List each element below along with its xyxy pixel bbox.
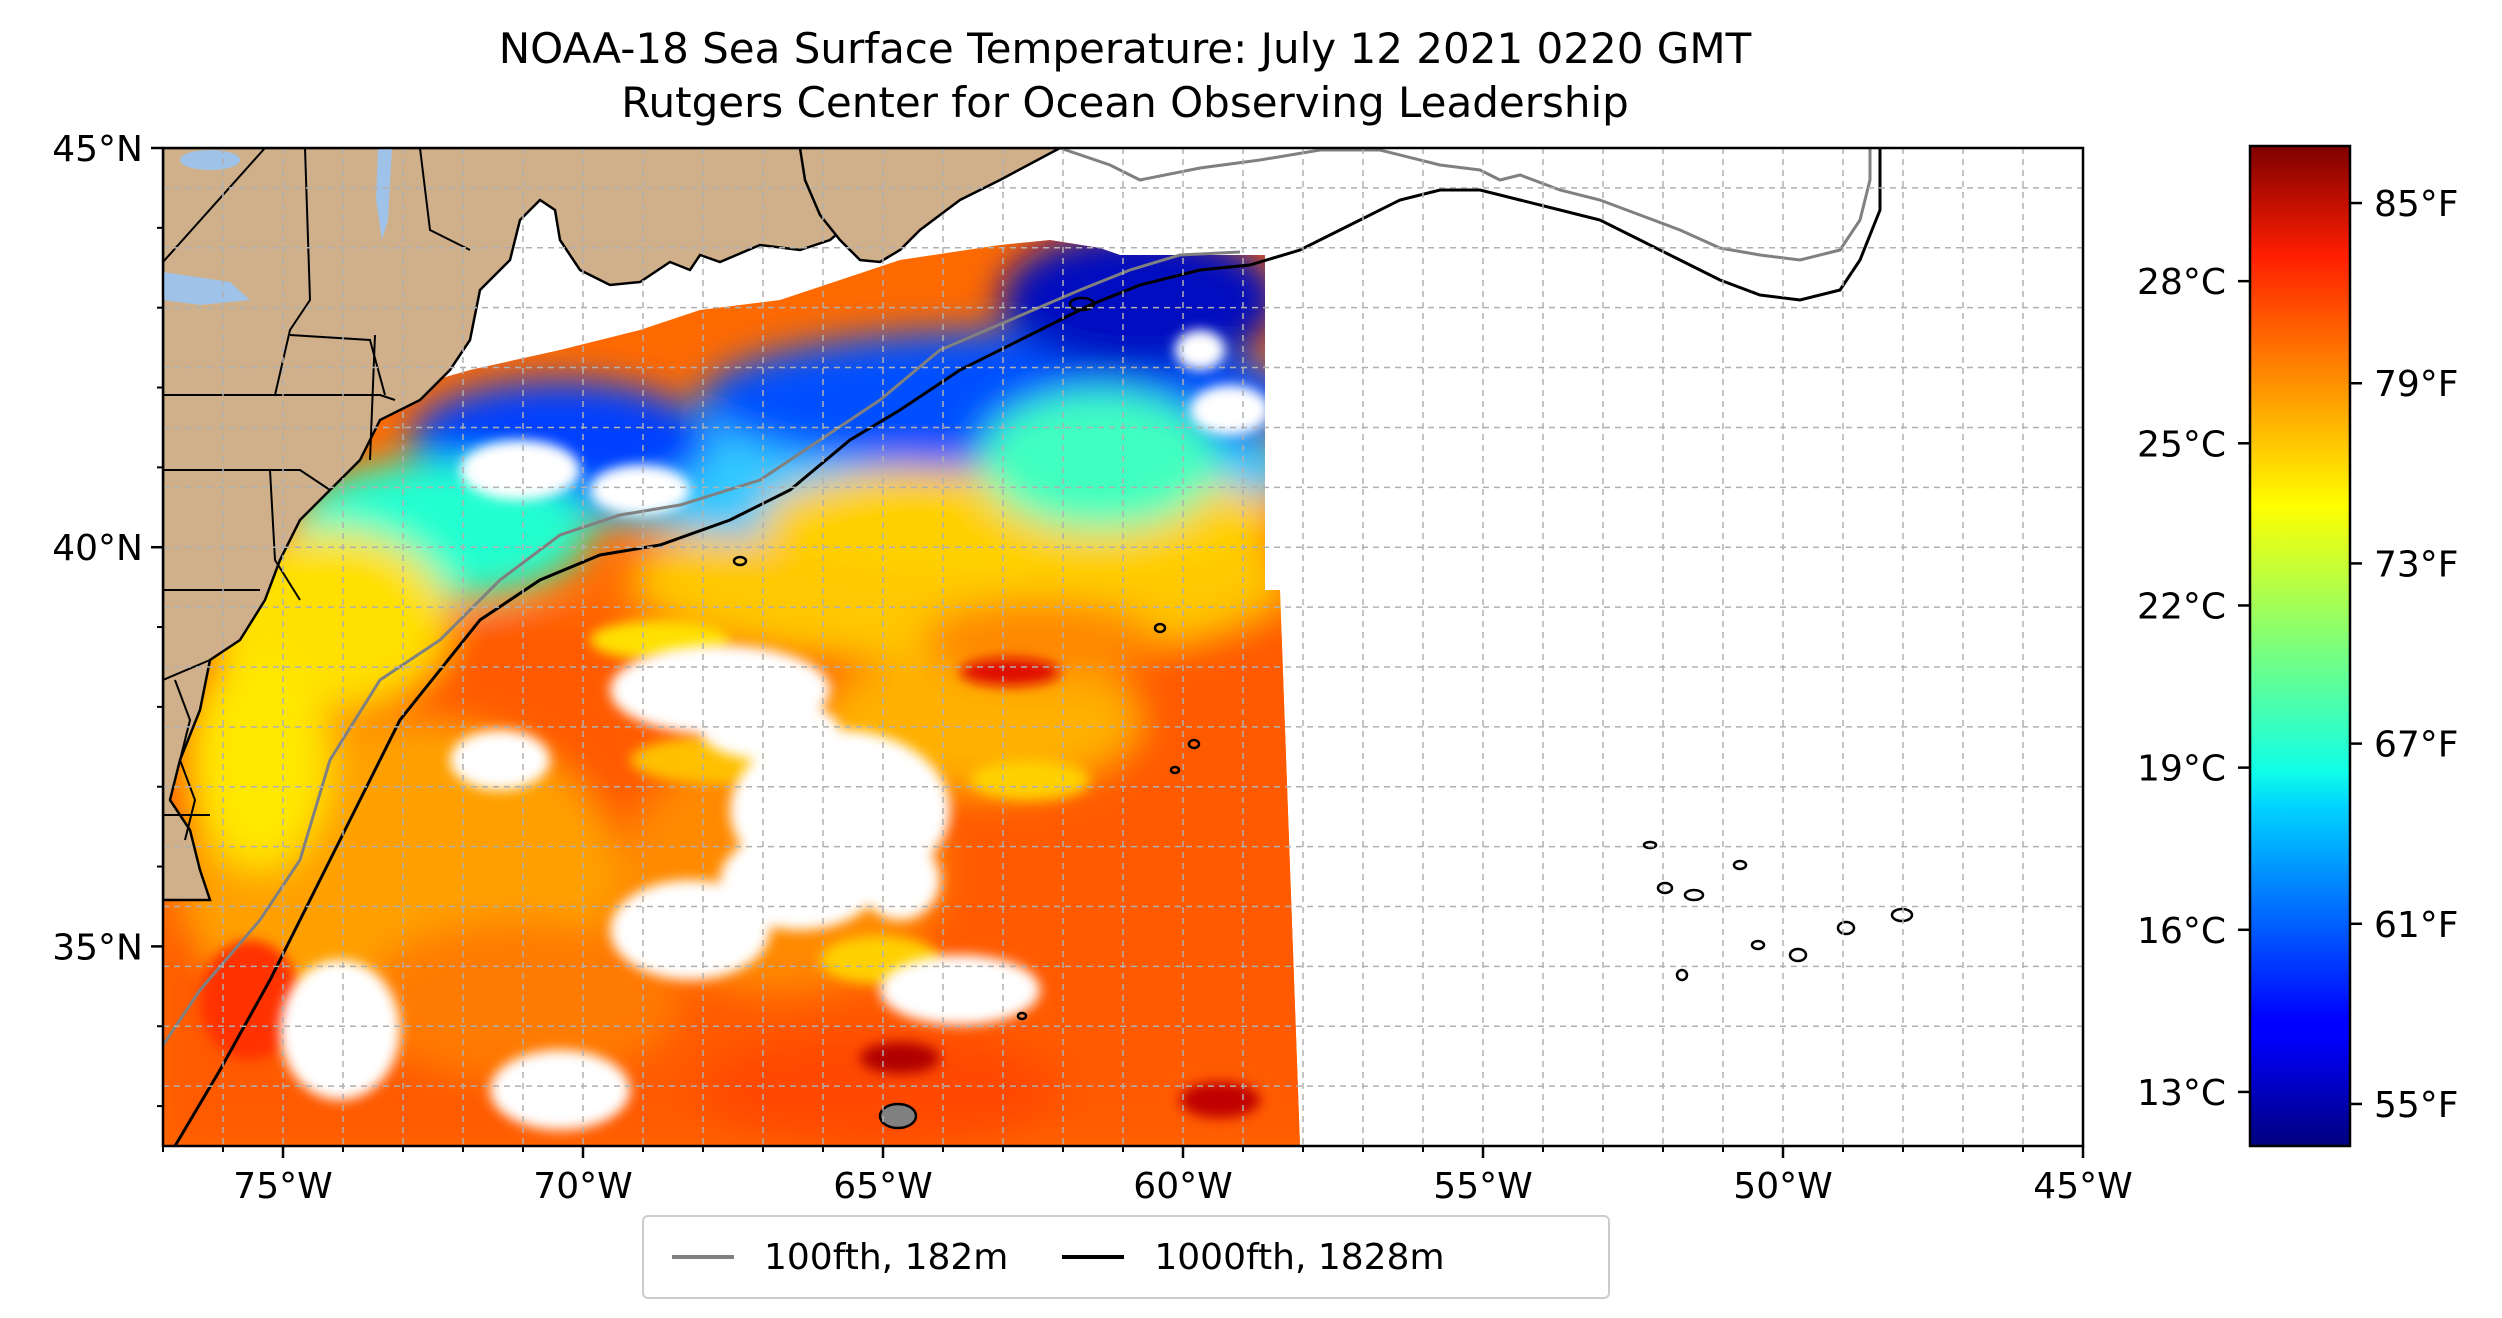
x-tick-label: 50°W (1733, 1166, 1832, 1207)
colorbar-gradient (2248, 144, 2352, 1148)
y-tick-label: 45°N (52, 129, 143, 170)
legend-line-100fth (672, 1255, 734, 1259)
x-tick-label: 45°W (2033, 1166, 2132, 1207)
colorbar-c-label: 25°C (2137, 424, 2226, 465)
title-line-1: NOAA-18 Sea Surface Temperature: July 12… (498, 24, 1752, 73)
colorbar-ticks: 55°F 61°F 67°F 73°F 79°F 85°F 13°C 16°C 19°C 22°C… (2137, 184, 2458, 1126)
colorbar-c-label: 19°C (2137, 749, 2226, 790)
colorbar-f-label: 67°F (2374, 725, 2459, 766)
lake (163, 272, 250, 305)
lake (180, 150, 240, 170)
y-tick-label: 40°N (52, 528, 143, 569)
sst-swath (163, 240, 1300, 1146)
colorbar-f-label: 55°F (2374, 1085, 2459, 1126)
legend-label-1000fth: 1000fth, 1828m (1154, 1236, 1445, 1278)
x-tick-label: 55°W (1433, 1166, 1532, 1207)
colorbar-c-label: 16°C (2137, 911, 2226, 952)
legend-entry-1000fth: 1000fth, 1828m (1062, 1236, 1445, 1278)
map-title: NOAA-18 Sea Surface Temperature: July 12… (165, 22, 2085, 130)
state-borders (163, 148, 471, 816)
legend-entry-100fth: 100fth, 182m (672, 1237, 1008, 1278)
isobath-100fth-north (1059, 148, 1872, 262)
colorbar-f-label: 73°F (2374, 544, 2459, 585)
legend-label-100fth: 100fth, 182m (764, 1236, 1009, 1278)
isobath-1000fth (173, 263, 1251, 1146)
axis-ticks: 75°W 70°W 65°W 60°W 55°W 50°W 45°W 35°N 40°N 45°N (52, 129, 2132, 1207)
lake (376, 148, 392, 240)
colorbar-c-label: 13°C (2137, 1073, 2226, 1114)
legend-line-1000fth (1062, 1255, 1125, 1259)
x-tick-label: 75°W (233, 1166, 332, 1207)
isobath-100fth (163, 250, 1241, 1046)
nova-scotia-land (798, 148, 1061, 264)
title-line-2: Rutgers Center for Ocean Observing Leade… (621, 78, 1629, 127)
x-tick-label: 65°W (833, 1166, 932, 1207)
bathymetry-contours (732, 296, 1914, 1130)
chesapeake-bay (174, 679, 197, 841)
colorbar-f-label: 79°F (2374, 364, 2459, 405)
land-masses (163, 148, 1061, 902)
y-tick-label: 35°N (52, 927, 143, 968)
colorbar-f-label: 85°F (2374, 184, 2459, 225)
colorbar-f-label: 61°F (2374, 905, 2459, 946)
map-area (163, 148, 2083, 1146)
x-tick-label: 70°W (533, 1166, 632, 1207)
us-coast-land (163, 148, 1061, 902)
x-tick-label: 60°W (1133, 1166, 1232, 1207)
colorbar-c-label: 22°C (2137, 586, 2226, 627)
legend: 100fth, 182m 1000fth, 1828m (642, 1215, 1610, 1299)
colorbar: 55°F 61°F 67°F 73°F 79°F 85°F 13°C 16°C 19°C 22°C… (2137, 144, 2459, 1148)
colorbar-c-label: 28°C (2137, 262, 2226, 303)
